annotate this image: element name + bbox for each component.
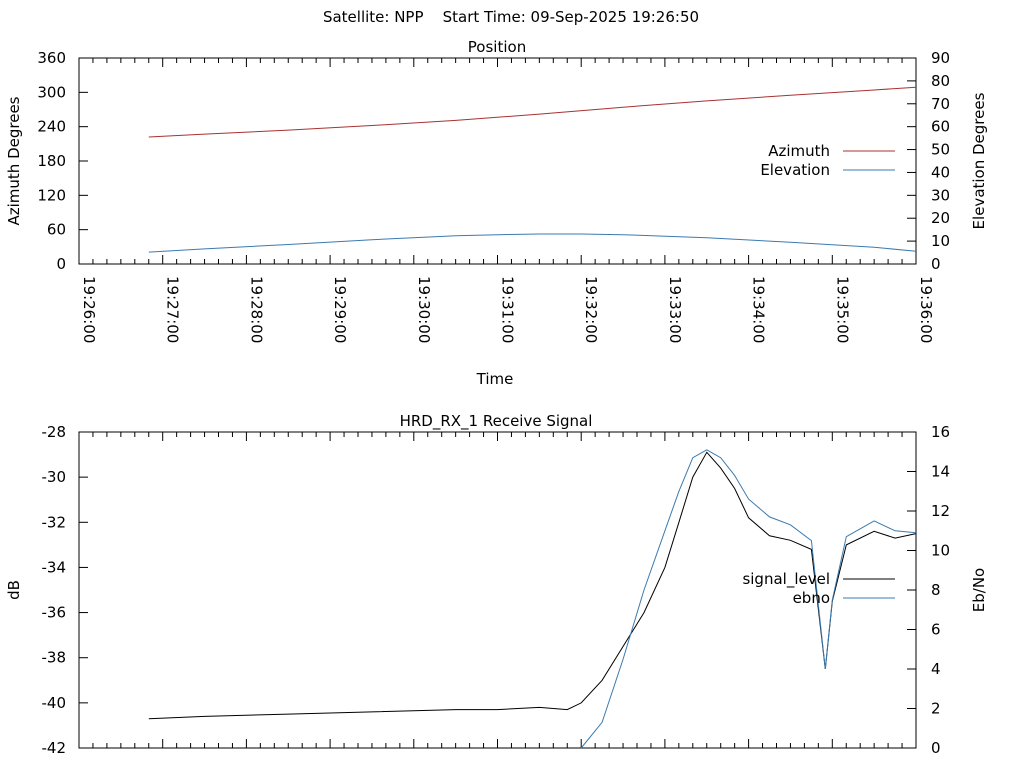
x-tick-label: 19:34:00 [750,276,768,343]
position-y2-axis-label: Elevation Degrees [970,92,988,229]
legend-label: Elevation [760,161,830,179]
y2-tick-label: 2 [931,700,941,718]
position-x-ticks: 19:26:00 19:27:00 19:28:00 19:29:00 19:30:00… [80,58,935,343]
y2-tick-label: 20 [931,209,950,227]
y-tick-label: -38 [42,649,67,667]
position-y-axis-label: Azimuth Degrees [5,96,23,225]
x-tick-label: 19:29:00 [331,276,349,343]
y-tick-label: 360 [37,49,66,67]
y-tick-label: -42 [42,739,67,757]
y2-tick-label: 60 [931,118,950,136]
x-tick-label: 19:31:00 [499,276,517,343]
x-tick-label: 19:30:00 [415,276,433,343]
x-tick-label: 19:36:00 [917,276,935,343]
y2-tick-label: 6 [931,621,941,639]
y2-tick-label: 90 [931,49,950,67]
y-tick-label: -34 [42,558,67,576]
signal-y-axis-label: dB [5,580,23,600]
position-series [148,86,917,253]
y-tick-label: 180 [37,152,66,170]
header-title: Satellite: NPP Start Time: 09-Sep-2025 1… [323,8,699,26]
y-tick-label: -28 [42,423,67,441]
series-line-azimuth [148,86,917,138]
position-x-axis-label: Time [476,370,514,388]
position-y-ticks: 0 60 120 180 240 300 360 [37,49,88,273]
position-y2-ticks: 0 10 20 30 40 50 60 70 80 90 [907,49,950,273]
y2-tick-label: 8 [931,581,941,599]
x-tick-label: 19:32:00 [582,276,600,343]
x-tick-label: 19:33:00 [666,276,684,343]
y-tick-label: 300 [37,83,66,101]
y2-tick-label: 14 [931,463,950,481]
position-chart-title: Position [468,38,526,56]
position-chart: Position 19:26:00 19:27:00 19:28:00 19:29:0… [5,38,988,388]
y2-tick-label: 80 [931,72,950,90]
y-tick-label: -36 [42,604,67,622]
y2-tick-label: 10 [931,232,950,250]
y-tick-label: -30 [42,468,67,486]
y2-tick-label: 50 [931,141,950,159]
series-line-elevation [148,233,917,253]
signal-plot-frame [78,431,917,749]
x-tick-label: 19:27:00 [164,276,182,343]
legend-label: signal_level [742,570,830,589]
y-tick-label: 0 [56,255,66,273]
x-tick-label: 19:26:00 [80,276,98,343]
y-tick-label: 240 [37,118,66,136]
y2-tick-label: 70 [931,95,950,113]
y2-tick-label: 30 [931,186,950,204]
signal-chart: HRD_RX_1 Receive Signal -42-40-38-36-34-… [5,412,988,757]
y-tick-label: -40 [42,694,67,712]
signal-series [148,449,917,749]
y-tick-label: 60 [47,221,66,239]
y-tick-label: -32 [42,513,67,531]
signal-x-ticks [92,432,903,748]
y2-tick-label: 0 [931,255,941,273]
y2-tick-label: 40 [931,163,950,181]
y2-tick-label: 16 [931,423,950,441]
x-tick-label: 19:35:00 [833,276,851,343]
legend-label: ebno [793,589,830,607]
signal-y-ticks: -42 -40 -38 -36 -34 -32 -30 -28 [42,423,88,757]
legend-label: Azimuth [768,142,830,160]
y-tick-label: 120 [37,186,66,204]
y2-tick-label: 0 [931,739,941,757]
signal-y2-axis-label: Eb/No [970,568,988,612]
x-tick-label: 19:28:00 [247,276,265,343]
y2-tick-label: 4 [931,660,941,678]
signal-chart-title: HRD_RX_1 Receive Signal [400,412,593,431]
series-line-ebno [580,449,917,749]
y2-tick-label: 12 [931,502,950,520]
y2-tick-label: 10 [931,542,950,560]
signal-y2-ticks: 0 2 4 6 8 10 12 14 16 [907,423,950,757]
